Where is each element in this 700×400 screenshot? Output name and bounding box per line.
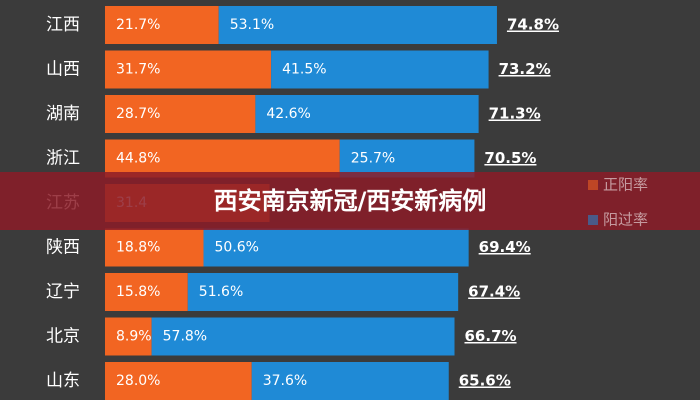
value-label: 51.6%	[199, 284, 243, 300]
bar-segment	[105, 50, 272, 89]
value-label: 31.7%	[116, 62, 160, 78]
bar-segment	[187, 273, 459, 311]
category-label: 浙江	[46, 149, 80, 169]
value-label: 28.7%	[116, 106, 160, 122]
value-label: 41.5%	[282, 62, 326, 78]
bar-segment	[105, 6, 219, 44]
legend-label: 阳过率	[603, 211, 648, 229]
banner	[0, 172, 700, 230]
bar-segment	[203, 228, 469, 267]
bar-segment	[251, 362, 449, 400]
total-label: 73.2%	[499, 60, 551, 78]
category-label: 湖南	[46, 104, 80, 124]
bar-segment	[105, 362, 252, 400]
total-label: 66.7%	[465, 327, 517, 345]
bar-segment	[105, 228, 204, 267]
total-label: 70.5%	[484, 149, 536, 167]
value-label: 53.1%	[230, 17, 274, 33]
category-label: 北京	[46, 327, 80, 347]
value-label: 25.7%	[351, 151, 395, 167]
bar-segment	[105, 317, 152, 356]
total-label: 65.6%	[459, 372, 511, 390]
value-label: 37.6%	[263, 373, 307, 389]
value-label: 15.8%	[116, 284, 160, 300]
category-label: 山东	[46, 371, 80, 391]
legend-swatch	[588, 215, 598, 225]
total-label: 67.4%	[468, 283, 520, 301]
bar-segment	[255, 95, 479, 133]
value-label: 44.8%	[116, 151, 160, 167]
category-label: 陕西	[46, 238, 80, 258]
bar-segment	[151, 317, 455, 356]
value-label: 8.9%	[116, 329, 152, 345]
banner-title: 西安南京新冠/西安新病例	[214, 187, 487, 215]
value-label: 42.6%	[266, 106, 310, 122]
value-label: 21.7%	[116, 17, 160, 33]
bar-segment	[105, 273, 188, 311]
bar-segment	[271, 50, 489, 89]
category-label: 山西	[46, 60, 80, 80]
value-label: 28.0%	[116, 373, 160, 389]
bar-segment	[105, 95, 256, 133]
total-label: 69.4%	[479, 238, 531, 256]
value-label: 18.8%	[116, 240, 160, 256]
category-label: 辽宁	[46, 282, 80, 302]
bar-segment	[105, 139, 340, 178]
plot: 江西 21.7% 53.1% 74.8% 山西 31.7% 41.5% 73.2% 湖南 28.7…	[46, 6, 559, 400]
category-label: 江西	[46, 15, 80, 35]
bar-segment	[339, 139, 475, 178]
total-label: 74.8%	[507, 16, 559, 34]
value-label: 57.8%	[163, 329, 207, 345]
value-label: 50.6%	[215, 240, 259, 256]
total-label: 71.3%	[489, 105, 541, 123]
legend-swatch	[588, 180, 598, 190]
bar-segment	[218, 6, 497, 44]
legend-label: 正阳率	[603, 176, 648, 194]
